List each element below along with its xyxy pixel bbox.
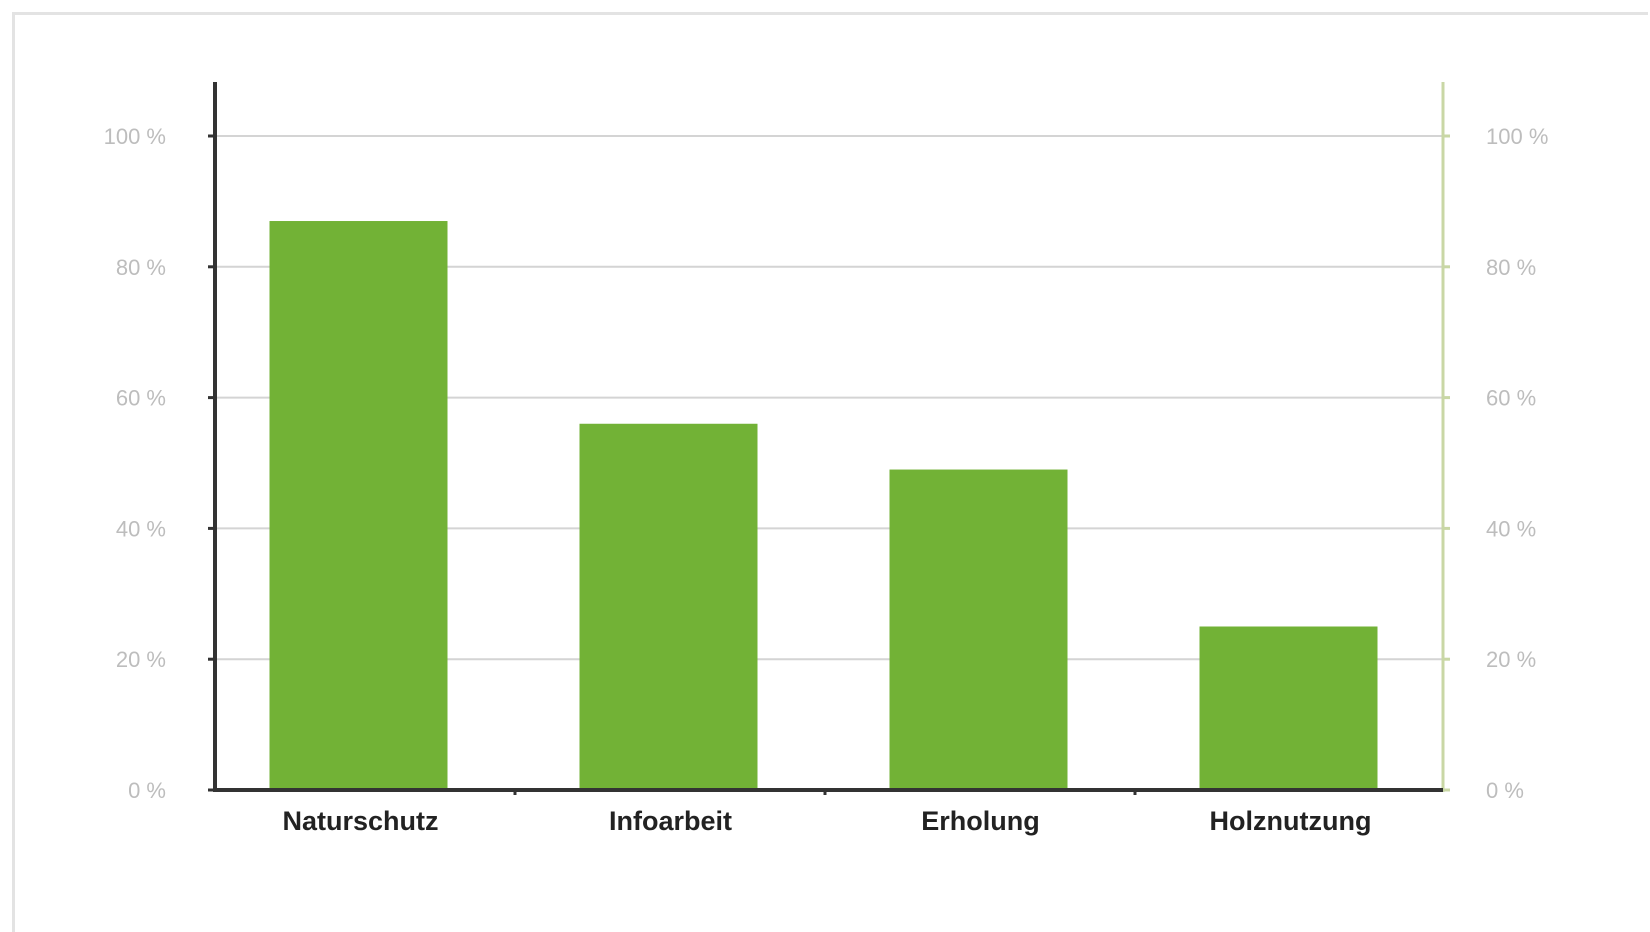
left-axis-tick-labels: 0 % 20 % 40 % 60 % 80 % 100 % [104,124,166,803]
bar [1199,626,1378,790]
left-tick-label: 100 % [104,124,166,149]
left-tick-label: 80 % [116,255,166,280]
right-tick-label: 60 % [1486,386,1536,411]
category-labels: Naturschutz Infoarbeit Erholung Holznutzung [282,806,1371,836]
right-axis-tick-labels: 0 % 20 % 40 % 60 % 80 % 100 % [1486,124,1548,803]
right-tick-label: 0 % [1486,778,1524,803]
right-tick-label: 20 % [1486,647,1536,672]
axes [208,82,1450,795]
right-tick-label: 80 % [1486,255,1536,280]
bars [269,221,1378,790]
right-tick-label: 40 % [1486,516,1536,541]
right-tick-label: 100 % [1486,124,1548,149]
category-label: Naturschutz [282,806,438,836]
category-label: Erholung [921,806,1039,836]
bar [889,469,1068,790]
left-tick-label: 20 % [116,647,166,672]
left-tick-label: 0 % [128,778,166,803]
bar [579,423,758,790]
category-label: Infoarbeit [609,806,732,836]
left-tick-label: 40 % [116,516,166,541]
bar [269,221,448,790]
chart-frame [12,12,1648,932]
category-label: Holznutzung [1210,806,1372,836]
left-tick-label: 60 % [116,386,166,411]
